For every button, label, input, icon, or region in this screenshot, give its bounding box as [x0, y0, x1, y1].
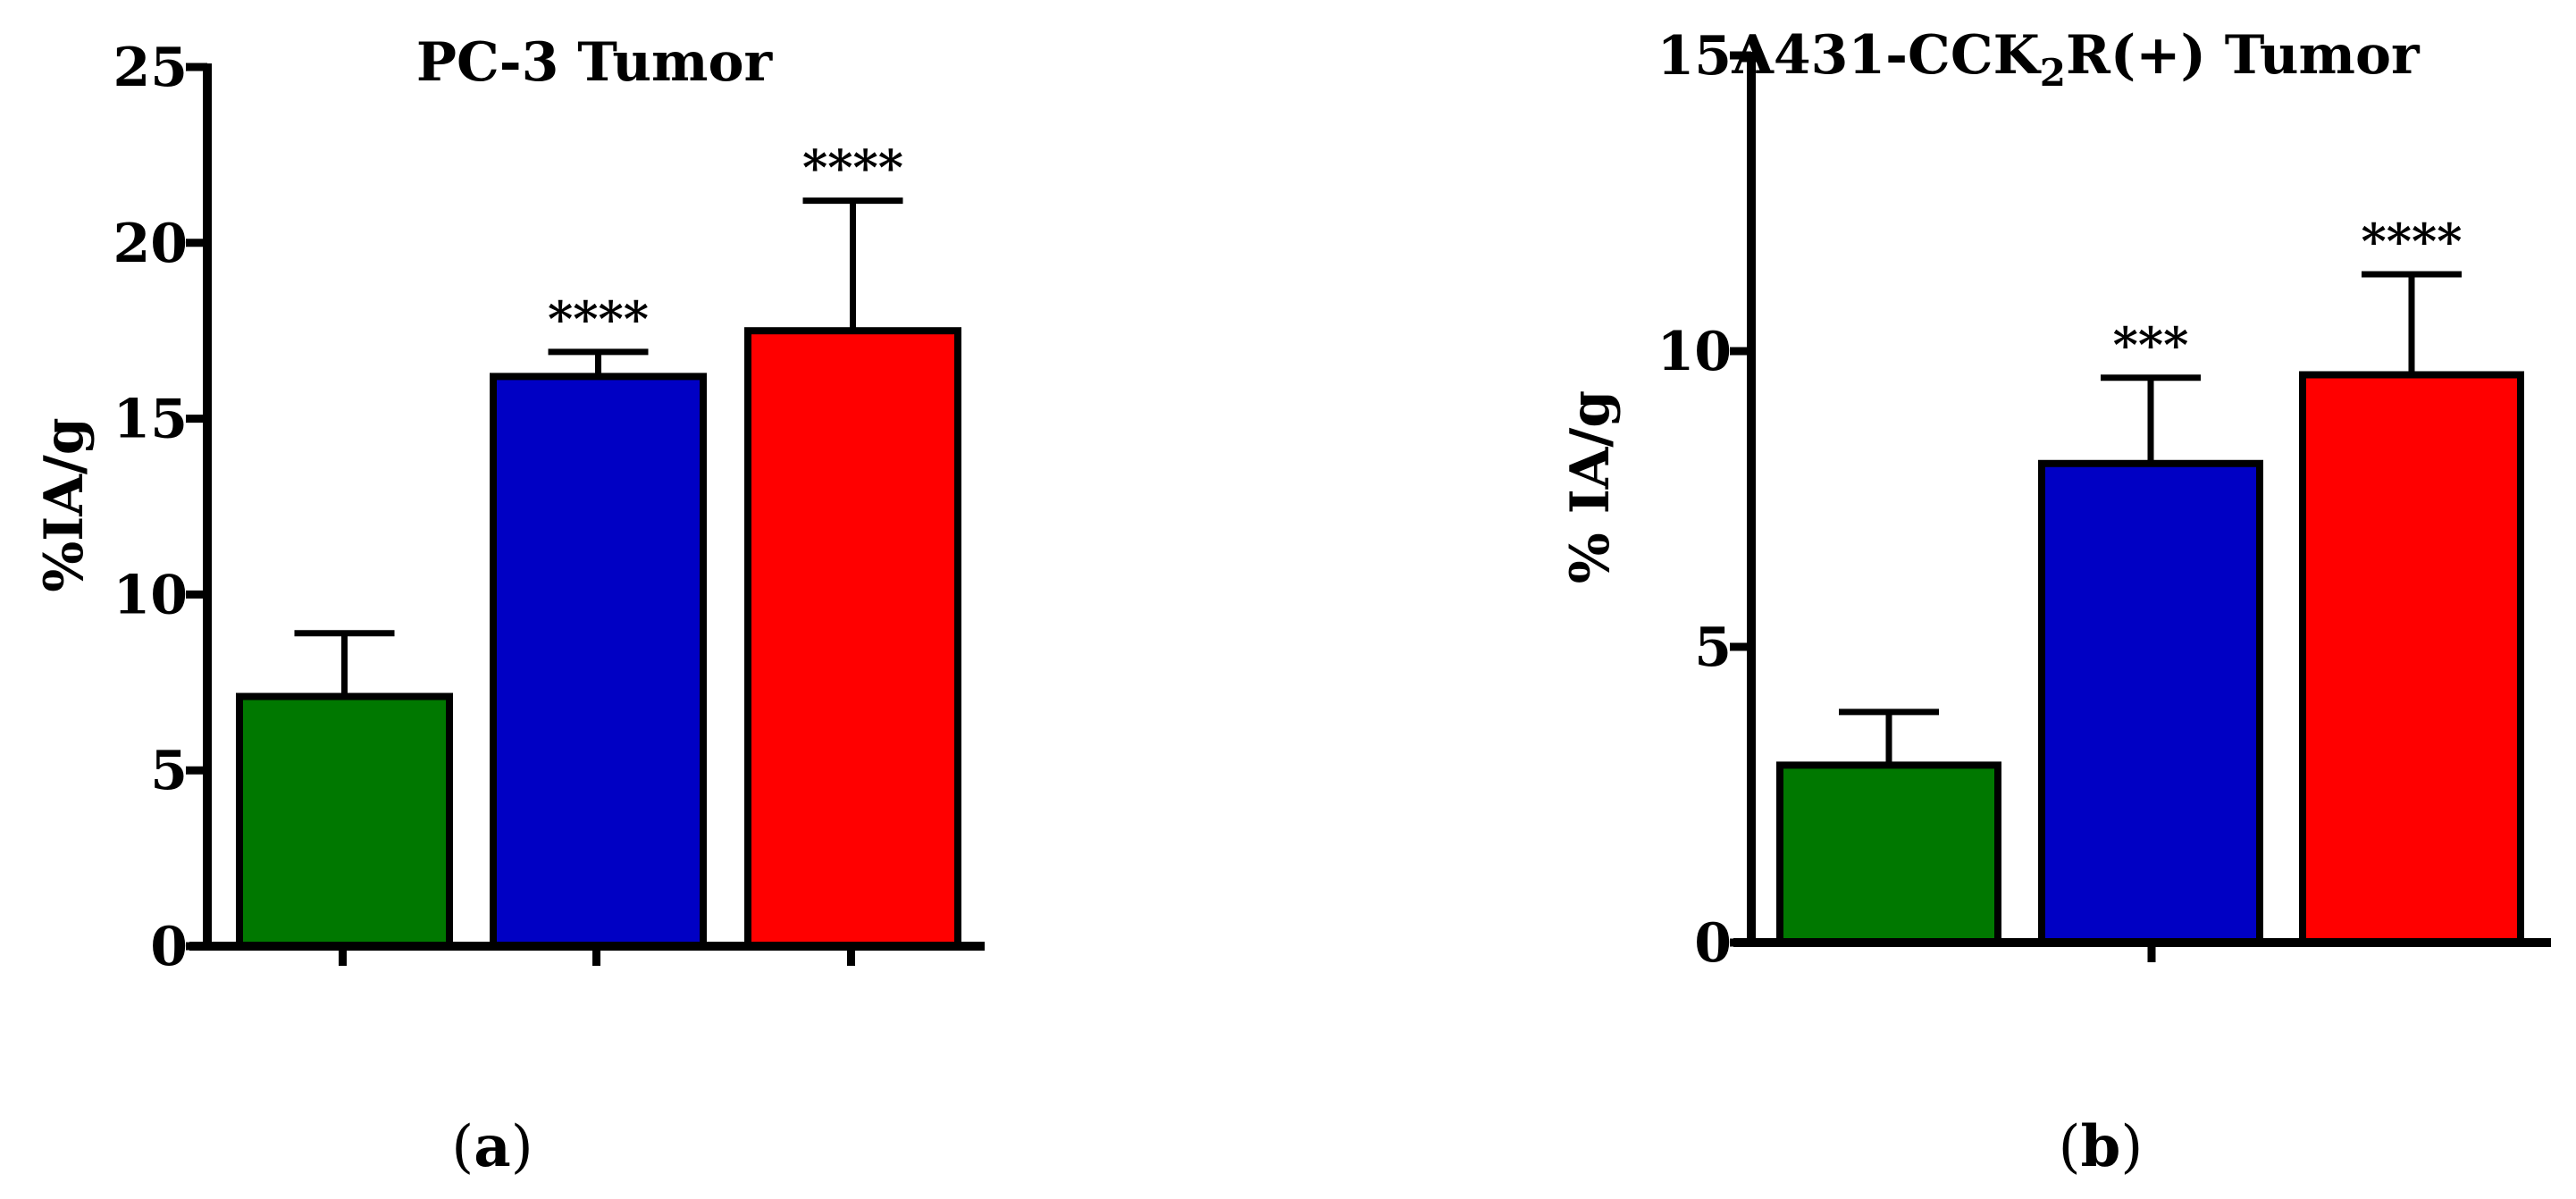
- panel-b-y-tick-label-2: 10: [1657, 321, 1733, 383]
- panel-a-significance-3: ****: [802, 139, 903, 197]
- panel-b-title-part-2: R(+) Tumor: [2066, 24, 2421, 87]
- panel-b-bar-1: [1776, 761, 2001, 947]
- panel-b-y-tick-label-1: 5: [1694, 616, 1732, 679]
- panel-b-title-part-1: A431-CCK: [1731, 24, 2041, 87]
- panel-a-marks: **** **** 0 5 10 15 20 25: [113, 37, 985, 978]
- panel-b-bar-3: [2299, 371, 2524, 947]
- panel-a-y-tick-label-5: 25: [113, 37, 189, 99]
- panel-a-y-tick-label-2: 10: [113, 564, 189, 626]
- panel-a-chart: PC-3 Tumor %IA/g **** **** 0 5 10 15 20 25 (a): [33, 31, 985, 1180]
- panel-b-bar-2: [2038, 459, 2263, 946]
- panel-a-bar-1: [236, 692, 453, 950]
- panel-b-y-tick-label-0: 0: [1694, 912, 1732, 975]
- panel-a-title: PC-3 Tumor: [416, 31, 774, 94]
- panel-b-y-tick-label-3: 15: [1657, 25, 1733, 88]
- panel-a-y-tick-label-0: 0: [150, 916, 188, 978]
- panel-a-y-axis-title: %IA/g: [33, 417, 96, 592]
- panel-a-y-tick-label-3: 15: [113, 389, 189, 451]
- panel-b-title: A431-CCK2R(+) Tumor: [1731, 24, 2421, 95]
- panel-a-bar-3: [744, 327, 961, 950]
- panel-b-significance-2: ***: [2113, 316, 2189, 373]
- panel-b-significance-3: ****: [2362, 213, 2463, 270]
- panel-b-title-subscript: 2: [2040, 51, 2066, 95]
- panel-b-label: (b): [2059, 1113, 2144, 1180]
- panel-a-y-tick-label-4: 20: [113, 213, 189, 275]
- panel-b-chart: A431-CCK2R(+) Tumor % IA/g *******051015…: [1559, 24, 2551, 1180]
- panel-a-bar-2: [490, 373, 707, 951]
- panel-b-label-letter: b: [2081, 1113, 2121, 1180]
- panel-a-label-letter: a: [474, 1113, 510, 1180]
- panel-b-y-axis-title: % IA/g: [1559, 390, 1622, 583]
- panel-a-significance-2: ****: [548, 290, 649, 348]
- panel-a-label: (a): [451, 1113, 533, 1180]
- panel-a-y-tick-label-1: 5: [150, 740, 188, 802]
